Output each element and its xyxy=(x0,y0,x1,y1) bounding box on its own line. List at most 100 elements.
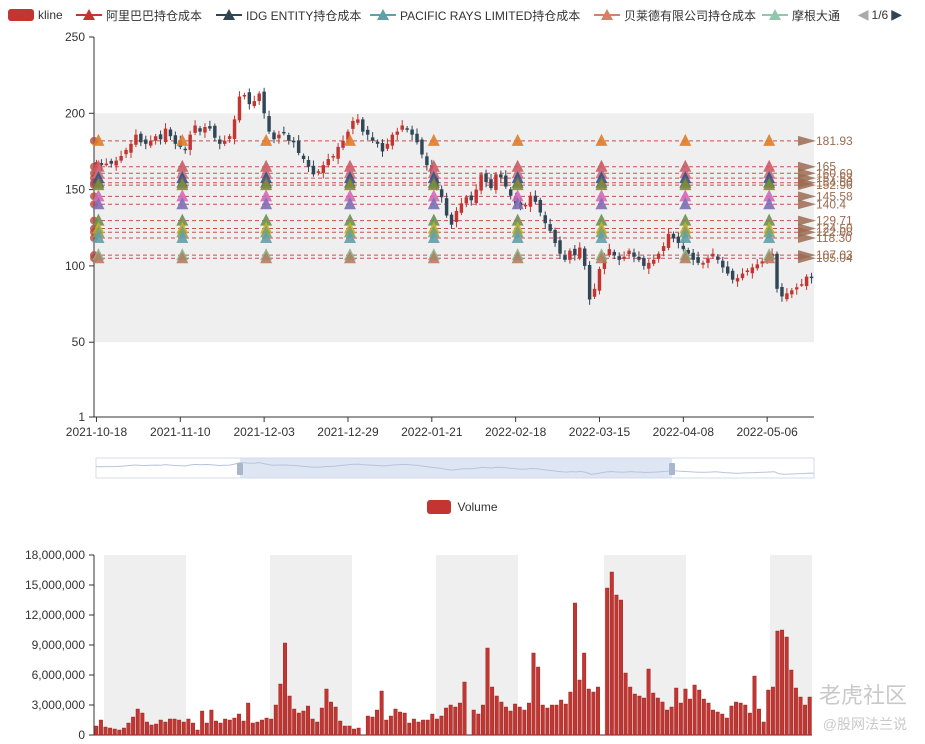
candle-body xyxy=(296,140,301,153)
candle-body xyxy=(632,252,636,257)
candle-body xyxy=(183,148,187,151)
volume-bar xyxy=(411,718,416,736)
volume-bar xyxy=(540,704,545,736)
volume-bar xyxy=(154,723,159,736)
volume-bar xyxy=(204,722,209,736)
candle-body xyxy=(671,233,676,239)
volume-bar xyxy=(338,720,343,736)
candle-body xyxy=(370,137,375,141)
volume-y-tick-label: 3,000,000 xyxy=(32,698,86,712)
volume-bar xyxy=(94,725,99,736)
candle-body xyxy=(153,136,158,141)
volume-bar xyxy=(264,717,269,736)
cost-marker-icon xyxy=(92,189,105,202)
volume-bar xyxy=(807,696,812,736)
watermark: 老虎社区 xyxy=(819,678,907,710)
volume-bar xyxy=(402,712,407,736)
cost-marker-icon xyxy=(92,133,105,146)
cost-marker-icon xyxy=(511,159,524,172)
prev-page-icon[interactable]: ◀ xyxy=(857,6,869,22)
volume-y-tick-label: 0 xyxy=(78,728,85,742)
volume-bar xyxy=(370,716,375,736)
y-tick-label: 1 xyxy=(78,410,85,424)
candle-body xyxy=(582,248,587,266)
volume-bar xyxy=(356,727,361,736)
volume-legend[interactable]: Volume xyxy=(0,497,925,517)
cost-marker-icon xyxy=(763,230,776,243)
volume-bar xyxy=(503,706,508,736)
candle-body xyxy=(464,197,469,204)
cost-marker-icon xyxy=(92,197,105,210)
volume-bar xyxy=(416,721,421,736)
volume-bar xyxy=(522,709,527,736)
volume-bar xyxy=(559,699,564,736)
candle-body xyxy=(252,101,256,106)
x-tick-label: 2021-11-10 xyxy=(150,425,211,439)
candle-body xyxy=(548,224,552,231)
cost-line-label: 129.71 xyxy=(816,214,853,228)
legend-item-4[interactable]: 贝莱德有限公司持仓成本 xyxy=(594,6,756,24)
volume-bar xyxy=(550,704,554,736)
volume-bar xyxy=(476,713,481,736)
slider-handle-left-icon xyxy=(237,463,243,475)
candle-body xyxy=(163,128,168,142)
volume-bar xyxy=(715,711,720,736)
cost-line-label: 181.93 xyxy=(816,134,853,148)
legend-item-0[interactable]: kline xyxy=(8,6,63,24)
volume-bar xyxy=(283,642,287,736)
volume-bar xyxy=(480,704,485,736)
volume-bar xyxy=(674,687,679,736)
legend-item-5[interactable]: 摩根大通 xyxy=(762,6,840,24)
volume-bar xyxy=(329,701,333,736)
candle-body xyxy=(375,141,380,144)
volume-bar xyxy=(701,698,706,736)
volume-bar xyxy=(237,713,241,736)
volume-bar xyxy=(241,720,246,736)
legend-item-3[interactable]: PACIFIC RAYS LIMITED持仓成本 xyxy=(370,6,580,24)
cost-marker-icon xyxy=(763,251,776,264)
cost-marker-icon xyxy=(595,251,608,264)
cost-marker-icon xyxy=(260,230,273,243)
candle-body xyxy=(227,136,232,139)
cost-marker-icon xyxy=(427,133,440,146)
volume-bar xyxy=(269,718,274,736)
cost-line-arrow-icon xyxy=(798,232,816,243)
legend-pager[interactable]: ◀ 1/6 ▶ xyxy=(855,6,905,23)
volume-bar xyxy=(577,679,582,736)
cost-marker-icon xyxy=(343,251,356,264)
candle-body xyxy=(405,128,409,130)
candle-body xyxy=(656,253,661,259)
volume-bar xyxy=(803,704,808,736)
volume-bar xyxy=(517,706,522,736)
candle-body xyxy=(716,256,720,260)
legend-item-2[interactable]: IDG ENTITY持仓成本 xyxy=(216,6,361,24)
candle-body xyxy=(361,119,365,132)
volume-bar xyxy=(379,690,384,736)
volume-bar xyxy=(775,630,780,736)
volume-y-tick-label: 6,000,000 xyxy=(32,668,86,682)
candle-body xyxy=(444,198,449,216)
x-tick-label: 2021-10-18 xyxy=(66,425,128,439)
candle-body xyxy=(410,129,414,135)
next-page-icon[interactable]: ▶ xyxy=(891,6,902,22)
volume-bar xyxy=(485,647,490,736)
cost-marker-icon xyxy=(763,178,776,191)
candle-body xyxy=(681,245,686,250)
cost-marker-icon xyxy=(763,213,776,226)
cost-marker-icon xyxy=(343,213,356,226)
candle-body xyxy=(272,132,276,140)
volume-bar xyxy=(296,712,301,736)
legend-item-1[interactable]: 阿里巴巴持仓成本 xyxy=(76,6,202,24)
candle-body xyxy=(676,236,681,244)
datazoom-slider[interactable] xyxy=(95,457,815,479)
candle-body xyxy=(301,155,306,160)
cost-marker-icon xyxy=(595,133,608,146)
volume-bar xyxy=(499,701,504,736)
x-tick-label: 2022-03-15 xyxy=(569,425,631,439)
candle-body xyxy=(218,139,222,144)
cost-line-labels: 181.93165160.69157.53154.50152.96145.581… xyxy=(816,134,853,265)
candle-body xyxy=(647,262,651,269)
volume-bar xyxy=(135,708,140,736)
volume-bar xyxy=(573,602,577,736)
volume-bar xyxy=(720,713,725,736)
